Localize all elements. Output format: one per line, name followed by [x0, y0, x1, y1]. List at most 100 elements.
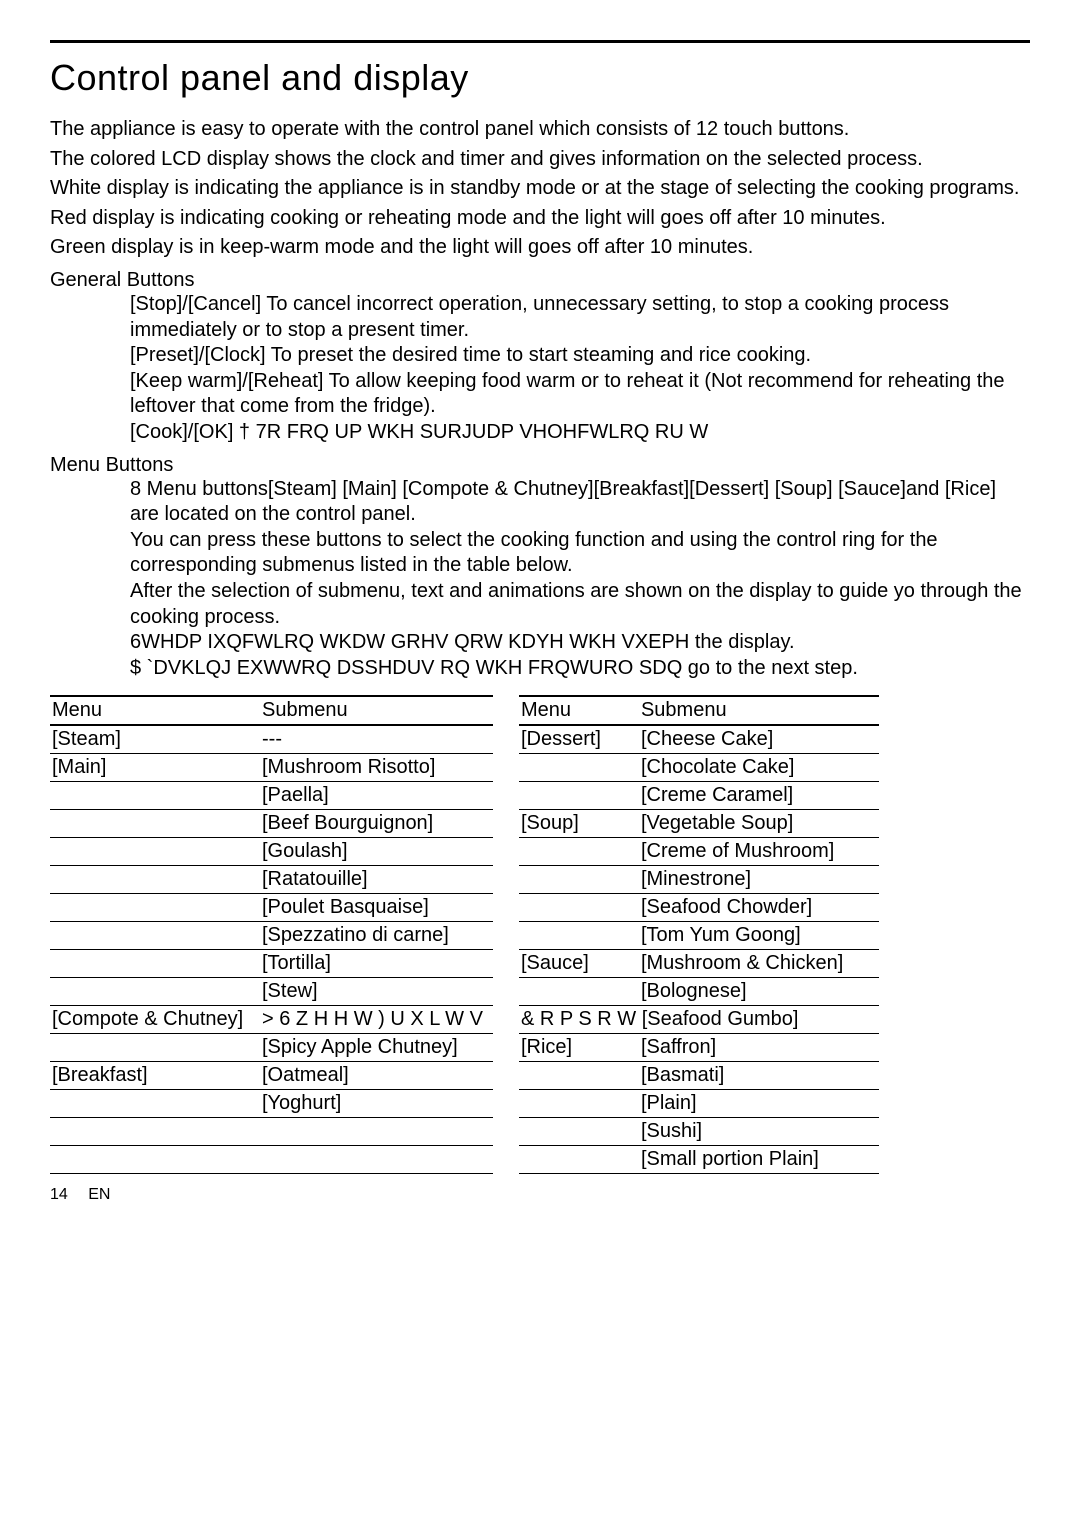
- cell-menu: [519, 838, 639, 866]
- menu-button-item: After the selection of submenu, text and…: [130, 579, 1030, 630]
- general-button-item: [Cook]/[OK] † 7R FRQ UP WKH SURJUDP VHOH…: [130, 420, 1030, 446]
- table-row: [Chocolate Cake]: [519, 754, 879, 782]
- cell-menu: [50, 894, 260, 922]
- cell-submenu: [Spezzatino di carne]: [260, 922, 493, 950]
- table-row: [Breakfast][Oatmeal]: [50, 1062, 493, 1090]
- table-row: [Goulash]: [50, 838, 493, 866]
- cell-menu: [519, 782, 639, 810]
- cell-submenu: [Saffron]: [639, 1034, 879, 1062]
- cell-submenu: [Chocolate Cake]: [639, 754, 879, 782]
- cell-submenu: [Tortilla]: [260, 950, 493, 978]
- menu-button-item: 8 Menu buttons[Steam] [Main] [Compote & …: [130, 477, 1030, 528]
- cell-menu: [519, 1118, 639, 1146]
- cell-menu: [50, 978, 260, 1006]
- cell-menu: [50, 1034, 260, 1062]
- general-buttons-label: General Buttons: [50, 269, 1030, 292]
- table-row: [Rice][Saffron]: [519, 1034, 879, 1062]
- intro-line-2: The colored LCD display shows the clock …: [50, 147, 1030, 173]
- page-footer: 14 EN: [50, 1186, 110, 1204]
- table-row: & R P S R W [Seafood Gumbo]: [519, 1006, 879, 1034]
- cell-submenu: [Creme Caramel]: [639, 782, 879, 810]
- col-header-submenu: Submenu: [260, 696, 493, 725]
- cell-menu: [Compote & Chutney]: [50, 1006, 260, 1034]
- cell-menu: [519, 894, 639, 922]
- menu-table-right: Menu Submenu [Dessert][Cheese Cake] [Cho…: [519, 695, 879, 1174]
- table-row: [Seafood Chowder]: [519, 894, 879, 922]
- cell-submenu: [Stew]: [260, 978, 493, 1006]
- intro-line-5: Green display is in keep-warm mode and t…: [50, 235, 1030, 261]
- cell-menu: [519, 978, 639, 1006]
- cell-submenu: [Plain]: [639, 1090, 879, 1118]
- cell-submenu: [Cheese Cake]: [639, 725, 879, 754]
- table-row: [Creme of Mushroom]: [519, 838, 879, 866]
- table-header-row: Menu Submenu: [519, 696, 879, 725]
- cell-menu: [Rice]: [519, 1034, 639, 1062]
- table-row: [Compote & Chutney] > 6 Z H H W ) U X L …: [50, 1006, 493, 1034]
- cell-submenu: [Sushi]: [639, 1118, 879, 1146]
- top-horizontal-rule: [50, 40, 1030, 43]
- cell-submenu: [Tom Yum Goong]: [639, 922, 879, 950]
- table-row: [50, 1118, 493, 1146]
- table-row: [Tortilla]: [50, 950, 493, 978]
- cell-menu: [519, 1062, 639, 1090]
- cell-menu: [50, 838, 260, 866]
- cell-submenu: [Oatmeal]: [260, 1062, 493, 1090]
- general-button-item: [Keep warm]/[Reheat] To allow keeping fo…: [130, 369, 1030, 420]
- page-number: 14: [50, 1186, 68, 1203]
- cell-submenu: [Mushroom Risotto]: [260, 754, 493, 782]
- table-row: [Creme Caramel]: [519, 782, 879, 810]
- col-header-submenu: Submenu: [639, 696, 879, 725]
- cell-submenu: [Creme of Mushroom]: [639, 838, 879, 866]
- cell-menu: [Dessert]: [519, 725, 639, 754]
- cell-menu: [519, 866, 639, 894]
- cell-submenu: [Bolognese]: [639, 978, 879, 1006]
- cell-submenu: [Goulash]: [260, 838, 493, 866]
- cell-menu: [519, 1090, 639, 1118]
- table-row: [Plain]: [519, 1090, 879, 1118]
- table-row: [Paella]: [50, 782, 493, 810]
- col-header-menu: Menu: [519, 696, 639, 725]
- cell-menu: [519, 922, 639, 950]
- menu-tables-wrapper: Menu Submenu [Steam]--- [Main][Mushroom …: [50, 695, 1030, 1174]
- cell-submenu: [Basmati]: [639, 1062, 879, 1090]
- cell-submenu: [260, 1146, 493, 1174]
- menu-buttons-label: Menu Buttons: [50, 454, 1030, 477]
- cell-menu: [50, 782, 260, 810]
- table-row: [Tom Yum Goong]: [519, 922, 879, 950]
- cell-menu: [519, 754, 639, 782]
- cell-merged: & R P S R W [Seafood Gumbo]: [519, 1006, 879, 1034]
- cell-submenu: [Minestrone]: [639, 866, 879, 894]
- intro-line-1: The appliance is easy to operate with th…: [50, 117, 1030, 143]
- table-row: [Soup][Vegetable Soup]: [519, 810, 879, 838]
- general-button-item: [Stop]/[Cancel] To cancel incorrect oper…: [130, 292, 1030, 343]
- menu-button-item: 6WHDP IXQFWLRQ WKDW GRHV QRW KDYH WKH VX…: [130, 630, 1030, 656]
- cell-submenu: [Vegetable Soup]: [639, 810, 879, 838]
- table-row: [Main][Mushroom Risotto]: [50, 754, 493, 782]
- cell-menu: [50, 950, 260, 978]
- table-row: [Small portion Plain]: [519, 1146, 879, 1174]
- table-row: [50, 1146, 493, 1174]
- cell-menu: [50, 1090, 260, 1118]
- table-row: [Spicy Apple Chutney]: [50, 1034, 493, 1062]
- cell-menu: [Sauce]: [519, 950, 639, 978]
- page-title: Control panel and display: [50, 57, 1030, 99]
- menu-button-item: $ `DVKLQJ EXWWRQ DSSHDUV RQ WKH FRQWURO …: [130, 656, 1030, 682]
- cell-submenu: [Ratatouille]: [260, 866, 493, 894]
- general-buttons-list: [Stop]/[Cancel] To cancel incorrect oper…: [130, 292, 1030, 446]
- cell-submenu: [Beef Bourguignon]: [260, 810, 493, 838]
- cell-menu: [Soup]: [519, 810, 639, 838]
- cell-submenu: [Poulet Basquaise]: [260, 894, 493, 922]
- intro-line-4: Red display is indicating cooking or reh…: [50, 206, 1030, 232]
- table-row: [Sauce][Mushroom & Chicken]: [519, 950, 879, 978]
- cell-menu: [519, 1146, 639, 1174]
- menu-table-left: Menu Submenu [Steam]--- [Main][Mushroom …: [50, 695, 493, 1174]
- intro-line-3: White display is indicating the applianc…: [50, 176, 1030, 202]
- cell-menu: [Main]: [50, 754, 260, 782]
- page-language: EN: [88, 1186, 110, 1203]
- table-row: [Bolognese]: [519, 978, 879, 1006]
- table-row: [Beef Bourguignon]: [50, 810, 493, 838]
- cell-menu: [Breakfast]: [50, 1062, 260, 1090]
- table-row: [Ratatouille]: [50, 866, 493, 894]
- cell-menu: [50, 1118, 260, 1146]
- cell-submenu: > 6 Z H H W ) U X L W V: [260, 1006, 493, 1034]
